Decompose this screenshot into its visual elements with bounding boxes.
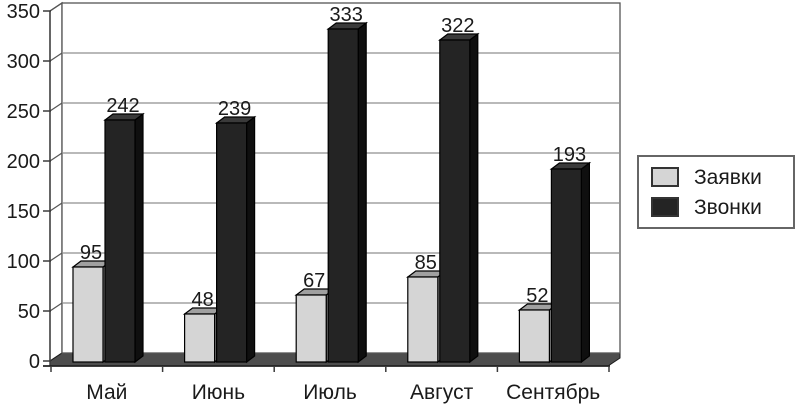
y-tick-label-50: 50 — [18, 301, 40, 323]
grid-connector-300 — [49, 52, 63, 62]
category-label-1: Июнь — [192, 381, 245, 404]
bar-side-s1-c3 — [469, 32, 479, 364]
legend-swatch-zvonki — [651, 197, 679, 217]
value-label-s0-c1: 48 — [191, 289, 213, 311]
category-label-4: Сентябрь — [506, 381, 600, 404]
value-label-s0-c2: 67 — [303, 270, 325, 292]
bar-side-s1-c2 — [357, 21, 367, 364]
bar-s1-c4 — [550, 168, 583, 363]
bar-s0-c2 — [295, 294, 327, 363]
value-label-s0-c0: 95 — [80, 242, 102, 264]
grid-connector-200 — [49, 152, 63, 162]
value-label-s1-c2: 333 — [330, 4, 363, 26]
y-tick-label-250: 250 — [7, 101, 40, 123]
bar-s0-c1 — [184, 313, 216, 363]
y-tick-label-150: 150 — [7, 201, 40, 223]
bar-s1-c3 — [439, 39, 471, 363]
legend-label-zvonki: Звонки — [694, 195, 762, 219]
y-tick-label-300: 300 — [7, 51, 40, 73]
value-label-s1-c0: 242 — [106, 95, 139, 117]
y-tick-label-200: 200 — [7, 151, 40, 173]
grid-connector-100 — [49, 252, 63, 262]
bar-s1-c1 — [216, 122, 248, 363]
category-label-0: Май — [86, 381, 127, 404]
bar-side-s1-c4 — [580, 161, 591, 364]
chart-legend: Заявки Звонки — [637, 155, 795, 229]
bar-s1-c2 — [327, 28, 359, 363]
y-tick-label-100: 100 — [7, 251, 40, 273]
legend-label-zayavki: Заявки — [694, 165, 762, 189]
category-label-2: Июль — [303, 381, 357, 404]
value-label-s1-c3: 322 — [441, 15, 474, 37]
bar-s1-c0 — [104, 119, 136, 363]
legend-swatch-zayavki — [651, 167, 679, 187]
value-label-s0-c3: 85 — [415, 252, 437, 274]
category-label-3: Август — [410, 381, 474, 404]
grid-connector-250 — [49, 102, 63, 112]
grid-connector-350 — [49, 2, 63, 12]
bar-side-s1-c0 — [134, 112, 144, 364]
value-label-s1-c4: 193 — [553, 144, 586, 166]
bar-side-s1-c1 — [246, 115, 256, 364]
legend-item-zayavki: Заявки — [651, 167, 793, 188]
bar-s0-c0 — [72, 266, 104, 363]
value-label-s0-c4: 52 — [526, 285, 548, 307]
bar-s0-c3 — [407, 276, 439, 363]
bar-s0-c4 — [518, 309, 551, 363]
value-label-s1-c1: 239 — [218, 98, 251, 120]
grid-connector-50 — [49, 302, 63, 312]
y-tick-label-0: 0 — [29, 351, 40, 373]
legend-item-zvonki: Звонки — [651, 197, 793, 218]
y-tick-label-350: 350 — [7, 1, 40, 23]
grid-connector-150 — [49, 202, 63, 212]
